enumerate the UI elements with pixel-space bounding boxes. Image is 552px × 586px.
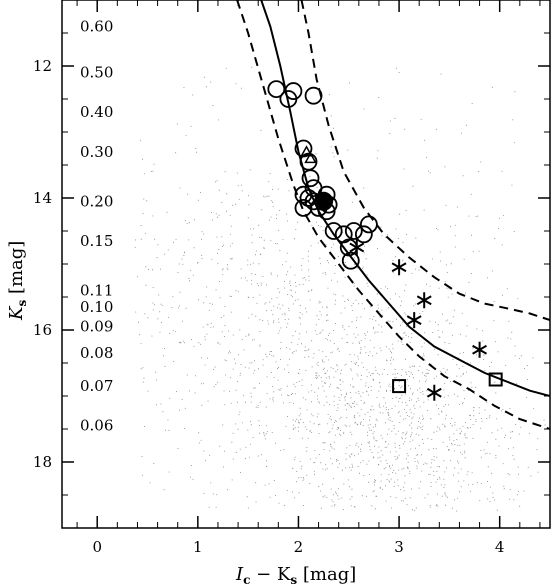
x-tick-label: 1 <box>193 538 203 556</box>
asterisk-point <box>391 259 407 276</box>
mass-label: 0.50 <box>80 64 113 82</box>
y-tick-labels: 12 14 16 18 <box>33 57 52 471</box>
circle-point <box>294 185 313 204</box>
boundary-right-line <box>300 0 550 322</box>
square-point <box>392 379 407 394</box>
x-tick-label: 2 <box>294 538 304 556</box>
mass-label: 0.06 <box>80 417 113 435</box>
field-star-point <box>134 66 546 512</box>
mass-label: 0.11 <box>80 281 113 299</box>
x-tick-label: 3 <box>394 538 404 556</box>
circle-point <box>344 222 363 240</box>
circle-point <box>267 80 286 98</box>
y-tick-label: 14 <box>33 189 52 207</box>
circle-point <box>299 189 318 207</box>
x-tick-label: 0 <box>92 538 102 556</box>
y-axis-title: Ks [mag] <box>6 241 29 321</box>
filled-circle-point <box>314 191 334 211</box>
plot-frame <box>61 0 551 529</box>
x-tick-labels: 0 1 2 3 4 <box>92 538 504 556</box>
mass-label: 0.07 <box>80 377 113 395</box>
isochrone-line <box>260 0 550 397</box>
triangle-point <box>304 151 317 164</box>
circle-point <box>279 90 298 108</box>
model-curves <box>236 0 550 430</box>
circle-point <box>341 251 360 270</box>
circle-point <box>359 215 378 234</box>
circle-point <box>354 225 373 244</box>
triangle-point <box>300 145 313 157</box>
mass-label: 0.30 <box>80 143 113 161</box>
x-tick-label: 4 <box>495 538 505 556</box>
asterisk-point <box>349 239 365 256</box>
mass-label: 0.15 <box>80 232 113 250</box>
mass-label: 0.08 <box>80 344 113 362</box>
mass-label: 0.09 <box>80 318 113 336</box>
y-tick-label: 12 <box>33 57 52 75</box>
asterisk-point <box>416 292 432 309</box>
y-tick-label: 16 <box>33 321 52 339</box>
mass-label: 0.20 <box>80 192 113 210</box>
mass-labels: 0.60 0.50 0.40 0.30 0.20 0.15 0.110.10 0.09 0.08… <box>80 17 113 434</box>
asterisk-point <box>472 341 487 358</box>
axis-ticks <box>62 0 550 528</box>
field-star-dots <box>134 66 546 512</box>
candidate-markers <box>267 80 503 401</box>
boundary-left-line <box>236 0 550 430</box>
mass-label: 0.10 <box>80 298 113 316</box>
mass-label: 0.60 <box>80 17 113 35</box>
circle-point <box>324 222 343 240</box>
mass-label: 0.40 <box>80 103 113 121</box>
circle-point <box>304 86 323 105</box>
circle-point <box>294 198 313 217</box>
circle-point <box>301 169 320 188</box>
x-axis-title: Ic − Ks [mag] <box>235 564 356 586</box>
square-point <box>488 372 503 387</box>
y-tick-label: 18 <box>33 453 52 471</box>
asterisk-point <box>426 384 442 401</box>
asterisk-point <box>406 312 422 329</box>
